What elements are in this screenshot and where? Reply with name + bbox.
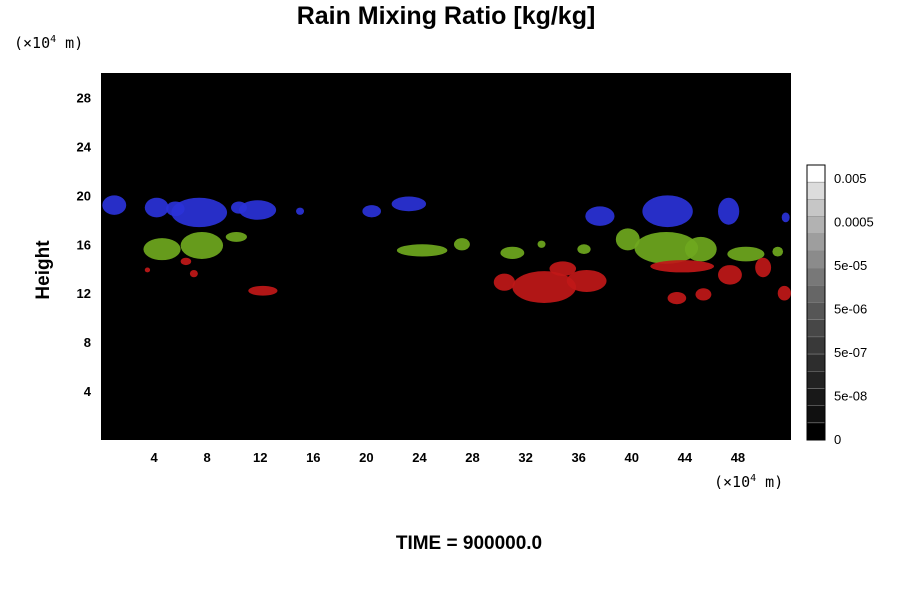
- rain-cell-1-13: [781, 212, 790, 223]
- x-axis-ticks: 4 8 12 16 20 24 28 32 36 40 44 48: [150, 450, 745, 465]
- rain-cell-2-2: [180, 232, 224, 259]
- rain-cell-3-12: [695, 288, 712, 301]
- x-axis-unit: (×104 m): [714, 473, 783, 491]
- x-tick-label: 16: [306, 450, 320, 465]
- y-axis-unit: (×104 m): [14, 34, 83, 52]
- rain-layer-3: [144, 257, 791, 305]
- colorbar-label: 0: [834, 432, 841, 447]
- rain-cell-2-5: [453, 238, 470, 251]
- x-tick-label: 32: [518, 450, 532, 465]
- rain-cell-2-4: [396, 244, 448, 257]
- rain-cell-3-13: [755, 257, 772, 278]
- rain-cell-1-10: [585, 206, 615, 226]
- rain-cell-3-2: [180, 257, 192, 266]
- rain-cell-3-3: [189, 269, 198, 278]
- rain-cell-2-10: [634, 232, 699, 264]
- y-tick-label: 28: [77, 90, 91, 105]
- rain-cell-1-1: [102, 195, 127, 215]
- x-tick-label: 48: [731, 450, 745, 465]
- x-tick-label: 28: [465, 450, 479, 465]
- y-tick-label: 12: [77, 286, 91, 301]
- rain-cell-1-8: [362, 205, 381, 218]
- rain-cell-2-9: [615, 228, 640, 251]
- rain-cell-3-7: [566, 269, 607, 292]
- y-tick-label: 24: [77, 139, 92, 154]
- colorbar: 0.005 0.0005 5e-05 5e-06 5e-07 5e-08 0: [806, 164, 874, 447]
- y-axis-ticks: 4 8 12 16 20 24 28: [77, 90, 92, 399]
- rain-cell-3-10: [718, 265, 742, 285]
- colorbar-label: 0.0005: [834, 215, 874, 230]
- rain-cell-3-4: [248, 285, 278, 296]
- colorbar-segment: [807, 422, 825, 441]
- x-tick-label: 4: [150, 450, 158, 465]
- rain-cell-3-11: [667, 291, 687, 305]
- y-tick-label: 16: [77, 237, 91, 252]
- y-tick-label: 20: [77, 188, 91, 203]
- x-tick-label: 40: [625, 450, 639, 465]
- colorbar-label: 5e-07: [834, 345, 867, 360]
- colorbar-segment: [807, 268, 825, 286]
- colorbar-segment: [807, 354, 825, 372]
- plot-area: [101, 73, 791, 440]
- colorbar-label: 0.005: [834, 171, 867, 186]
- colorbar-segment: [807, 250, 825, 269]
- colorbar-segment: [807, 182, 825, 200]
- rain-cell-2-8: [577, 244, 591, 255]
- y-tick-label: 4: [84, 384, 92, 399]
- rain-cell-2-1: [143, 238, 181, 261]
- x-tick-label: 20: [359, 450, 373, 465]
- colorbar-segment: [807, 371, 825, 389]
- rain-cell-1-7: [296, 207, 305, 215]
- y-axis-label: Height: [33, 240, 54, 300]
- colorbar-segment: [807, 199, 825, 217]
- rain-cell-1-6: [239, 200, 277, 220]
- colorbar-label: 5e-05: [834, 258, 867, 273]
- colorbar-label: 5e-06: [834, 302, 867, 317]
- rain-cell-1-11: [642, 195, 693, 228]
- rain-cell-3-8: [549, 261, 577, 277]
- rain-cell-1-2: [144, 197, 169, 218]
- rain-field-layers: [102, 195, 791, 305]
- rain-cell-2-12: [727, 246, 765, 262]
- rain-cell-1-9: [391, 196, 427, 212]
- colorbar-segment: [807, 165, 825, 183]
- x-tick-label: 8: [204, 450, 211, 465]
- rain-cell-3-9: [650, 260, 715, 273]
- rain-cell-2-13: [772, 246, 784, 257]
- rain-cell-1-4: [171, 197, 228, 228]
- colorbar-segment: [807, 388, 825, 406]
- rain-cell-1-12: [718, 197, 740, 225]
- colorbar-segment: [807, 285, 825, 303]
- rain-cell-3-14: [777, 285, 791, 301]
- colorbar-frame: [806, 164, 826, 441]
- y-tick-label: 8: [84, 335, 91, 350]
- colorbar-segment: [807, 302, 825, 320]
- colorbar-segment: [807, 216, 825, 235]
- x-tick-label: 44: [678, 450, 693, 465]
- colorbar-segment: [807, 233, 825, 252]
- colorbar-label: 5e-08: [834, 389, 867, 404]
- x-tick-label: 24: [412, 450, 427, 465]
- chart-title: Rain Mixing Ratio [kg/kg]: [297, 2, 596, 30]
- rain-cell-2-3: [225, 232, 247, 242]
- rain-cell-2-11: [684, 236, 717, 262]
- x-tick-label: 12: [253, 450, 267, 465]
- x-tick-label: 36: [571, 450, 585, 465]
- time-label: TIME = 900000.0: [396, 533, 542, 554]
- rain-cell-3-6: [512, 271, 577, 303]
- rain-layer-2: [143, 228, 784, 264]
- rain-cell-2-6: [500, 246, 525, 259]
- rain-cell-3-1: [144, 267, 151, 273]
- colorbar-segment: [807, 319, 825, 338]
- rain-cell-3-5: [493, 273, 515, 291]
- rain-cell-2-7: [537, 240, 546, 248]
- rain-layer-1: [102, 195, 790, 228]
- colorbar-segment: [807, 405, 825, 424]
- colorbar-segment: [807, 336, 825, 355]
